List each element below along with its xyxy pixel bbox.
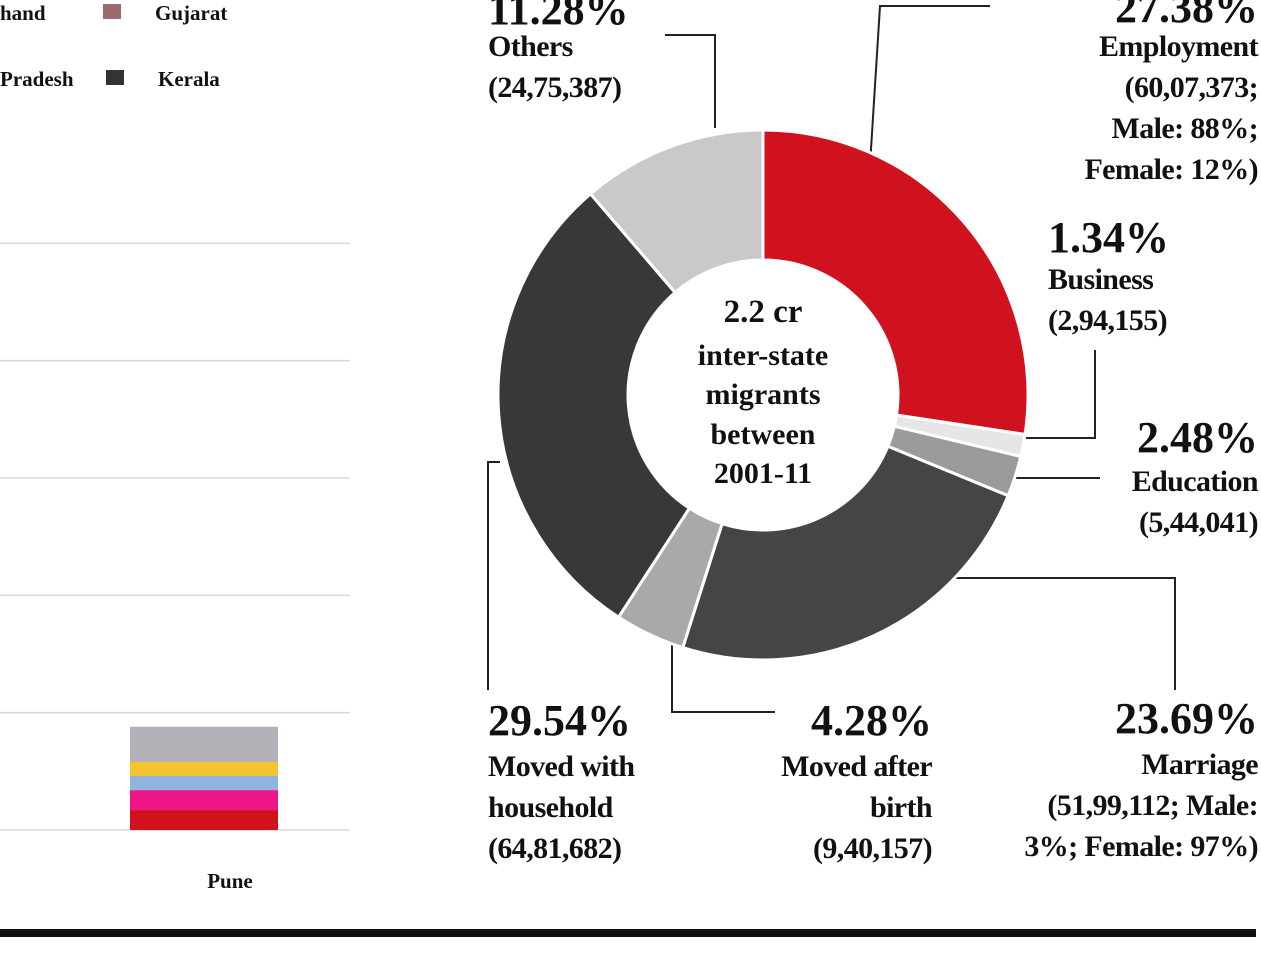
donut-slice — [761, 128, 1030, 437]
value-label: 2.48% — [1137, 413, 1258, 462]
slice-label: (9,40,157) — [813, 832, 932, 865]
slice-label: (60,07,373; — [1125, 71, 1258, 104]
value-label: 27.38% — [1115, 0, 1258, 32]
leader-line — [671, 640, 775, 713]
slice-label: Business — [1048, 263, 1153, 296]
bar-segment — [130, 790, 278, 811]
slice-label: Education — [1132, 465, 1259, 498]
slice-label: (51,99,112; Male: — [1047, 789, 1258, 822]
bar-segment — [130, 776, 278, 791]
slice-label: (64,81,682) — [488, 832, 621, 865]
center-text: migrants — [706, 378, 821, 411]
slice-label: 3%; Female: 97%) — [1024, 830, 1258, 863]
leader-line — [665, 34, 716, 128]
leader-line — [487, 461, 500, 690]
bar-segment — [130, 761, 278, 777]
slice-label: Male: 88%; — [1112, 112, 1258, 145]
bar-segment — [130, 726, 278, 762]
leader-line — [1020, 350, 1096, 439]
legend-label: Pradesh — [0, 67, 74, 91]
slice-label: Moved with — [488, 750, 635, 783]
center-text: 2001-11 — [714, 457, 812, 490]
leader-line — [950, 577, 1176, 690]
value-label: 23.69% — [1115, 694, 1258, 743]
legend-label: Gujarat — [155, 1, 227, 25]
value-label: 1.34% — [1048, 213, 1169, 262]
slice-label: Marriage — [1141, 748, 1258, 781]
bottom-rule — [0, 929, 1256, 937]
x-tick-label: Pune — [207, 869, 253, 893]
value-label: 11.28% — [488, 0, 629, 34]
slice-label: (2,94,155) — [1048, 304, 1167, 337]
value-label: 4.28% — [811, 696, 932, 745]
donut-slice — [588, 128, 765, 295]
slice-label: Employment — [1099, 30, 1259, 63]
legend-swatch — [103, 4, 121, 19]
center-text: inter-state — [698, 339, 829, 372]
slice-label: (5,44,041) — [1139, 506, 1258, 539]
slice-label: household — [488, 791, 614, 824]
center-text: 2.2 cr — [724, 294, 803, 330]
legend-label: hand — [0, 1, 46, 25]
slice-label: Moved after — [781, 750, 932, 783]
slice-label: Female: 12%) — [1084, 153, 1258, 186]
value-label: 29.54% — [488, 696, 631, 745]
donut-slice — [680, 444, 1011, 662]
bar-segment — [130, 810, 278, 830]
slice-label: Others — [488, 30, 573, 63]
slice-label: birth — [870, 791, 933, 824]
leader-line — [869, 5, 990, 166]
leader-lines — [487, 5, 1176, 713]
slice-label: (24,75,387) — [488, 71, 621, 104]
legend-label: Kerala — [158, 67, 220, 91]
center-text: between — [711, 418, 816, 451]
legend-swatch — [106, 70, 124, 85]
donut-slice — [496, 191, 692, 620]
